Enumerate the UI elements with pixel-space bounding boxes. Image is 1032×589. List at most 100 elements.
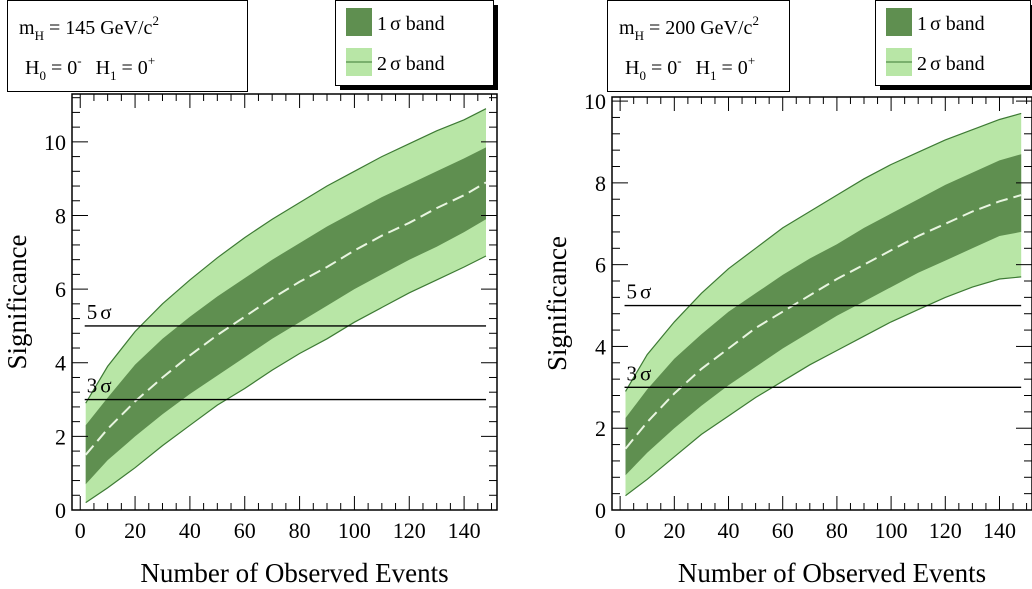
reference-label-number: 5 <box>87 300 98 324</box>
x-tick-label: 60 <box>772 518 794 543</box>
x-tick-label: 0 <box>75 518 86 543</box>
h0-subscript: 0 <box>39 68 46 83</box>
plot-frame <box>71 93 498 511</box>
h1-subscript: 1 <box>710 68 717 83</box>
y-axis-title: Significance <box>2 235 32 370</box>
band-1sigma <box>85 147 486 485</box>
legend-label-number: 1 <box>377 13 387 35</box>
x-tick-label: 80 <box>289 518 311 543</box>
mass-unit-superscript: 2 <box>752 13 759 28</box>
x-axis-title: Number of Observed Events <box>678 558 986 588</box>
y-tick-label: 10 <box>44 130 66 155</box>
x-tick-label: 40 <box>179 518 201 543</box>
h0-subscript: 0 <box>639 68 646 83</box>
y-tick-label: 4 <box>595 334 606 359</box>
legend-label-number: 1 <box>917 13 927 35</box>
reference-label-sigma: σ <box>100 300 111 324</box>
legend-swatch-1sigma <box>346 8 372 36</box>
h0-value: = 0 <box>646 57 677 79</box>
median-line <box>624 194 1022 450</box>
legend-label-sigma: σ <box>930 13 941 35</box>
reference-label-sigma: σ <box>100 374 111 398</box>
info-box <box>607 0 790 92</box>
x-tick-label: 40 <box>718 518 740 543</box>
y-tick-label: 4 <box>55 351 66 376</box>
median-line <box>84 181 487 456</box>
mass-symbol: m <box>619 17 635 39</box>
h0-superscript: - <box>77 53 81 68</box>
x-tick-label: 20 <box>124 518 146 543</box>
x-tick-label: 140 <box>983 518 1016 543</box>
info-box-mass-line: mH = 145 GeV/c2 <box>19 13 159 43</box>
y-tick-label: 0 <box>595 498 606 523</box>
h0-value: = 0 <box>46 57 77 79</box>
y-tick-label: 2 <box>595 416 606 441</box>
x-tick-label: 100 <box>338 518 371 543</box>
h0-superscript: - <box>677 53 681 68</box>
x-tick-label: 120 <box>393 518 426 543</box>
legend-label-text: band <box>941 13 985 35</box>
band-2sigma-upper-edge <box>85 108 487 404</box>
mass-subscript: H <box>35 28 44 43</box>
legend-label-text: band <box>401 53 445 75</box>
y-tick-label: 6 <box>595 253 606 278</box>
legend-label-number: 2 <box>917 53 927 75</box>
h1-symbol: H <box>696 57 710 79</box>
reference-label-number: 3 <box>627 361 638 385</box>
x-tick-label: 120 <box>929 518 962 543</box>
h1-superscript: + <box>748 53 755 68</box>
legend-swatch-1sigma <box>886 8 912 36</box>
mass-subscript: H <box>635 28 644 43</box>
legend-label-sigma: σ <box>390 53 401 75</box>
legend-label-text: band <box>941 53 985 75</box>
h0-symbol: H <box>625 57 639 79</box>
x-tick-label: 100 <box>875 518 908 543</box>
y-tick-label: 10 <box>584 89 606 114</box>
y-tick-label: 6 <box>55 277 66 302</box>
h1-symbol: H <box>96 57 110 79</box>
band-2sigma-lower-edge <box>85 255 487 504</box>
h1-superscript: + <box>148 53 155 68</box>
legend-label-sigma: σ <box>930 53 941 75</box>
reference-label-number: 5 <box>627 280 638 304</box>
x-tick-label: 80 <box>826 518 848 543</box>
info-box-mass-line: mH = 200 GeV/c2 <box>619 13 759 43</box>
y-axis-title: Significance <box>542 236 572 371</box>
band-2sigma-lower-edge <box>625 276 1022 497</box>
y-tick-label: 8 <box>55 203 66 228</box>
info-box-hypothesis-line: H0 = 0- H1 = 0+ <box>625 53 755 83</box>
info-box <box>7 0 248 92</box>
y-tick-label: 8 <box>595 171 606 196</box>
mass-symbol: m <box>19 17 35 39</box>
reference-label-sigma: σ <box>640 361 651 385</box>
x-tick-label: 60 <box>234 518 256 543</box>
legend-label-number: 2 <box>377 53 387 75</box>
x-tick-label: 20 <box>663 518 685 543</box>
h1-value: = 0 <box>117 57 148 79</box>
x-tick-label: 0 <box>615 518 626 543</box>
h1-value: = 0 <box>717 57 748 79</box>
plot-frame <box>611 96 1032 511</box>
reference-label-sigma: σ <box>640 280 651 304</box>
legend-label-sigma: σ <box>390 13 401 35</box>
legend-label-text: band <box>401 13 445 35</box>
info-box-hypothesis-line: H0 = 0- H1 = 0+ <box>25 53 155 83</box>
mass-value: = 200 GeV/c <box>644 17 753 39</box>
h1-subscript: 1 <box>110 68 117 83</box>
y-tick-label: 2 <box>55 424 66 449</box>
h0-symbol: H <box>25 57 39 79</box>
x-tick-label: 140 <box>448 518 481 543</box>
mass-value: = 145 GeV/c <box>44 17 153 39</box>
reference-label-number: 3 <box>87 374 98 398</box>
mass-unit-superscript: 2 <box>152 13 159 28</box>
